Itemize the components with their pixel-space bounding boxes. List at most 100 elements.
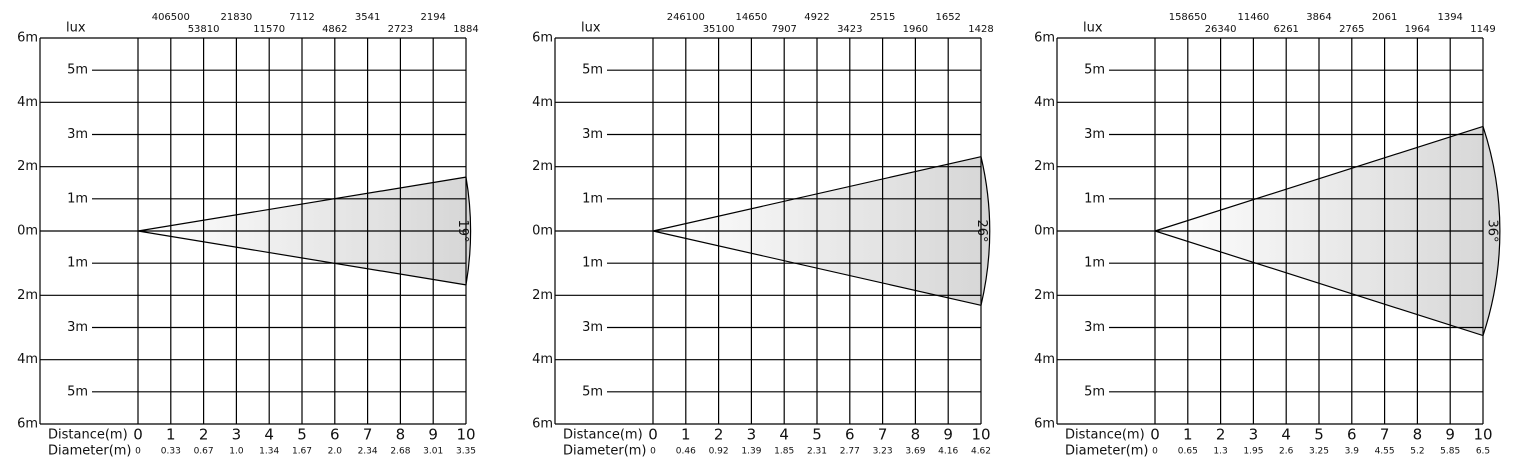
lux-label: 1964 — [1405, 24, 1430, 35]
y-tick-label: 0m — [532, 224, 553, 239]
x-tick-label: 4 — [1281, 426, 1291, 444]
lux-label: 4862 — [322, 24, 347, 35]
unit-label: lux — [66, 21, 86, 36]
y-tick-label: 6m — [1034, 31, 1055, 46]
diameter-value: 2.0 — [328, 447, 343, 457]
x-tick-label: 3 — [232, 426, 242, 444]
x-tick-label: 6 — [845, 426, 855, 444]
x-tick-label: 2 — [714, 426, 724, 444]
lux-label: 406500 — [152, 12, 190, 23]
y-tick-label: 5m — [582, 384, 603, 399]
lux-label: 3541 — [355, 12, 380, 23]
diameter-value: 0.92 — [709, 447, 729, 457]
x-tick-label: 6 — [1347, 426, 1357, 444]
y-tick-label: 2m — [1034, 288, 1055, 303]
diameter-value: 5.2 — [1410, 447, 1424, 457]
diameter-label: Diameter(m) — [48, 444, 132, 459]
y-tick-label: 4m — [17, 95, 38, 110]
diameter-value: 1.39 — [741, 447, 761, 457]
y-tick-label: 3m — [1084, 127, 1105, 142]
lux-label: 3864 — [1306, 12, 1331, 23]
lux-label: 21830 — [220, 12, 252, 23]
lux-label: 2723 — [388, 24, 413, 35]
lux-label: 1428 — [968, 24, 993, 35]
diameter-label: Diameter(m) — [1065, 444, 1149, 459]
y-tick-label: 1m — [67, 256, 88, 271]
y-tick-label: 6m — [532, 31, 553, 46]
lux-label: 6261 — [1273, 24, 1298, 35]
beam-angle: 36° — [1484, 219, 1499, 242]
y-tick-label: 6m — [17, 417, 38, 432]
x-tick-label: 8 — [911, 426, 921, 444]
x-tick-label: 5 — [812, 426, 822, 444]
y-tick-label: 4m — [1034, 95, 1055, 110]
x-tick-label: 9 — [943, 426, 953, 444]
y-tick-label: 2m — [532, 288, 553, 303]
x-tick-label: 4 — [779, 426, 789, 444]
diameter-value: 4.16 — [938, 447, 958, 457]
diameter-value: 3.69 — [905, 447, 925, 457]
x-tick-label: 6 — [330, 426, 340, 444]
lux-label: 11460 — [1237, 12, 1269, 23]
y-tick-label: 3m — [582, 320, 603, 335]
y-tick-label: 5m — [1084, 63, 1105, 78]
diameter-value: 1.85 — [774, 447, 794, 457]
y-tick-label: 3m — [67, 127, 88, 142]
diameter-value: 1.3 — [1213, 447, 1227, 457]
y-tick-label: 1m — [582, 191, 603, 206]
y-tick-label: 2m — [532, 159, 553, 174]
diameter-value: 2.68 — [390, 447, 410, 457]
y-tick-label: 2m — [1034, 159, 1055, 174]
lux-label: 53810 — [188, 24, 220, 35]
x-tick-label: 0 — [648, 426, 658, 444]
lux-label: 246100 — [667, 12, 705, 23]
x-tick-label: 5 — [1314, 426, 1324, 444]
y-tick-label: 3m — [582, 127, 603, 142]
lux-label: 1149 — [1470, 24, 1495, 35]
y-tick-label: 2m — [17, 159, 38, 174]
unit-label: lux — [581, 21, 601, 36]
diameter-value: 1.95 — [1243, 447, 1263, 457]
lux-label: 1884 — [453, 24, 478, 35]
y-tick-label: 1m — [582, 256, 603, 271]
lux-label: 158650 — [1169, 12, 1207, 23]
x-tick-label: 10 — [456, 426, 475, 444]
y-tick-label: 0m — [1034, 224, 1055, 239]
y-tick-label: 6m — [532, 417, 553, 432]
x-tick-label: 1 — [166, 426, 176, 444]
y-tick-label: 2m — [17, 288, 38, 303]
y-tick-label: 5m — [1084, 384, 1105, 399]
distance-label: Distance(m) — [48, 428, 128, 443]
lux-label: 1394 — [1437, 12, 1462, 23]
y-tick-label: 1m — [1084, 191, 1105, 206]
lux-label: 3423 — [837, 24, 862, 35]
y-tick-label: 5m — [67, 63, 88, 78]
x-tick-label: 7 — [878, 426, 888, 444]
x-tick-label: 1 — [1183, 426, 1193, 444]
x-tick-label: 8 — [1413, 426, 1423, 444]
y-tick-label: 3m — [67, 320, 88, 335]
x-tick-label: 9 — [1445, 426, 1455, 444]
diameter-value: 4.55 — [1375, 447, 1395, 457]
x-tick-label: 0 — [133, 426, 143, 444]
diameter-value: 1.67 — [292, 447, 312, 457]
lux-label: 1652 — [935, 12, 960, 23]
lux-label: 2765 — [1339, 24, 1364, 35]
diameter-value: 5.85 — [1440, 447, 1460, 457]
lux-label: 2515 — [870, 12, 895, 23]
diameter-value: 6.5 — [1476, 447, 1490, 457]
x-tick-label: 0 — [1150, 426, 1160, 444]
x-tick-label: 10 — [1473, 426, 1492, 444]
diameter-value: 0 — [1152, 447, 1158, 457]
diameter-value: 2.6 — [1279, 447, 1294, 457]
diameter-value: 0.46 — [676, 447, 696, 457]
diameter-value: 0.33 — [161, 447, 181, 457]
lux-label: 11570 — [253, 24, 285, 35]
x-tick-label: 4 — [264, 426, 274, 444]
beam-angle: 26° — [974, 219, 989, 242]
x-tick-label: 2 — [1216, 426, 1226, 444]
diameter-value: 0.65 — [1178, 447, 1198, 457]
y-tick-label: 1m — [67, 191, 88, 206]
diameter-value: 2.77 — [840, 447, 860, 457]
y-tick-label: 0m — [17, 224, 38, 239]
